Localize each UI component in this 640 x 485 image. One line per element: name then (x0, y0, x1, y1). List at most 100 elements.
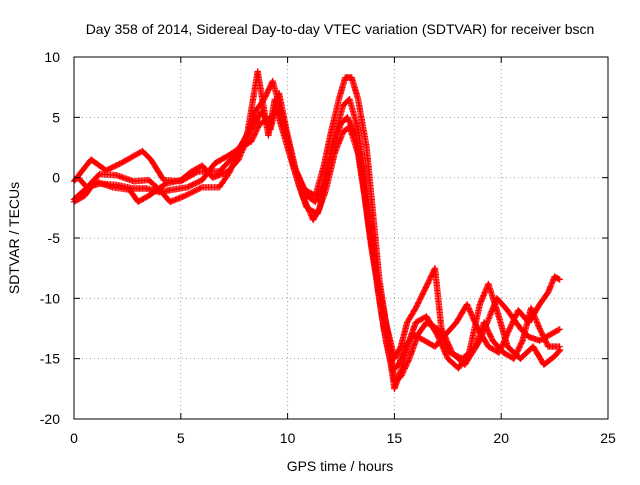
data-layer (70, 68, 564, 392)
x-tick-label: 0 (70, 430, 78, 446)
series-track-3 (70, 90, 563, 384)
x-tick-label: 5 (177, 430, 185, 446)
data-point-markers (331, 130, 346, 157)
data-point-markers (540, 354, 557, 368)
data-point-markers (536, 325, 551, 349)
data-point-markers (320, 145, 336, 187)
data-point-markers (536, 290, 551, 308)
data-point-markers (346, 123, 361, 156)
y-tick-label: 0 (52, 170, 60, 186)
data-point-markers (431, 265, 445, 331)
y-tick-label: -20 (40, 411, 60, 427)
data-point-markers (545, 274, 558, 296)
data-point-markers (224, 145, 243, 160)
data-point-markers (237, 139, 254, 151)
data-point-markers (474, 325, 491, 349)
data-point-markers (530, 343, 547, 367)
data-point-markers (459, 344, 478, 362)
data-point-markers (335, 75, 348, 103)
data-point-markers (485, 280, 500, 313)
data-point-markers (134, 193, 151, 205)
data-point-markers (525, 302, 543, 326)
data-point-markers (211, 153, 230, 167)
y-axis-label: SDTVAR / TECUs (6, 182, 22, 294)
data-point-markers (102, 160, 123, 174)
data-point-markers (367, 240, 383, 300)
data-point-markers (361, 192, 374, 246)
data-point-markers (327, 97, 342, 139)
data-point-markers (96, 170, 119, 179)
data-point-markers (551, 346, 564, 360)
data-point-markers (423, 319, 439, 331)
data-point-markers (395, 344, 408, 368)
x-tick-label: 10 (280, 430, 296, 446)
data-point-markers (320, 133, 334, 169)
data-point-markers (412, 284, 429, 312)
data-point-markers (177, 169, 194, 184)
data-point-markers (329, 121, 344, 151)
data-point-markers (376, 295, 389, 343)
data-point-markers (551, 273, 563, 283)
data-point-markers (382, 337, 396, 373)
x-tick-label: 25 (600, 430, 616, 446)
y-tick-label: 10 (44, 49, 60, 65)
data-point-markers (397, 320, 410, 350)
data-point-markers (166, 193, 187, 205)
data-point-markers (209, 169, 230, 181)
data-point-markers (312, 181, 327, 205)
series-track-4 (75, 108, 563, 374)
data-point-markers (493, 295, 510, 313)
data-point-markers (169, 184, 189, 193)
data-point-markers (162, 177, 183, 187)
x-tick-label: 20 (493, 430, 509, 446)
y-tick-label: -10 (40, 290, 60, 306)
chart-title: Day 358 of 2014, Sidereal Day-to-day VTE… (86, 21, 595, 37)
data-point-markers (181, 184, 204, 199)
data-point-markers (256, 117, 271, 127)
tick-layer: 0 5 10 15 20 25 -20 -15 -10 -5 0 5 10 (40, 49, 616, 446)
data-point-markers (547, 326, 563, 338)
data-point-markers (248, 121, 263, 145)
data-point-markers (495, 326, 513, 356)
data-point-markers (216, 153, 237, 175)
y-tick-label: -15 (40, 351, 60, 367)
x-axis-label: GPS time / hours (287, 458, 394, 474)
data-point-markers (348, 74, 361, 101)
data-point-markers (113, 172, 136, 184)
data-point-markers (442, 320, 459, 338)
x-tick-label: 15 (387, 430, 403, 446)
data-point-markers (224, 157, 241, 175)
data-point-markers (515, 307, 532, 325)
data-point-markers (295, 180, 310, 210)
data-point-markers (391, 374, 403, 384)
data-point-markers (463, 301, 481, 331)
data-point-markers (273, 108, 291, 150)
data-point-markers (354, 96, 370, 150)
data-point-markers (510, 338, 526, 362)
data-point-markers (275, 90, 291, 138)
data-point-markers (517, 344, 536, 362)
data-point-markers (389, 362, 401, 374)
data-point-markers (545, 343, 563, 350)
data-point-markers (431, 332, 448, 350)
data-point-markers (397, 356, 412, 380)
data-point-markers (199, 161, 218, 184)
data-point-markers (117, 148, 145, 167)
data-point-markers (363, 144, 377, 216)
data-point-markers (322, 151, 338, 193)
data-point-markers (87, 156, 108, 173)
data-point-markers (139, 147, 153, 162)
y-tick-label: 5 (52, 109, 60, 125)
data-point-markers (147, 156, 167, 182)
data-point-markers (184, 177, 204, 191)
data-point-markers (252, 97, 267, 115)
data-point-markers (410, 331, 427, 343)
data-point-markers (401, 332, 416, 350)
y-tick-label: -5 (48, 230, 61, 246)
data-point-markers (346, 96, 361, 132)
data-point-markers (480, 319, 496, 343)
data-point-markers (485, 343, 501, 356)
data-point-markers (96, 180, 119, 188)
